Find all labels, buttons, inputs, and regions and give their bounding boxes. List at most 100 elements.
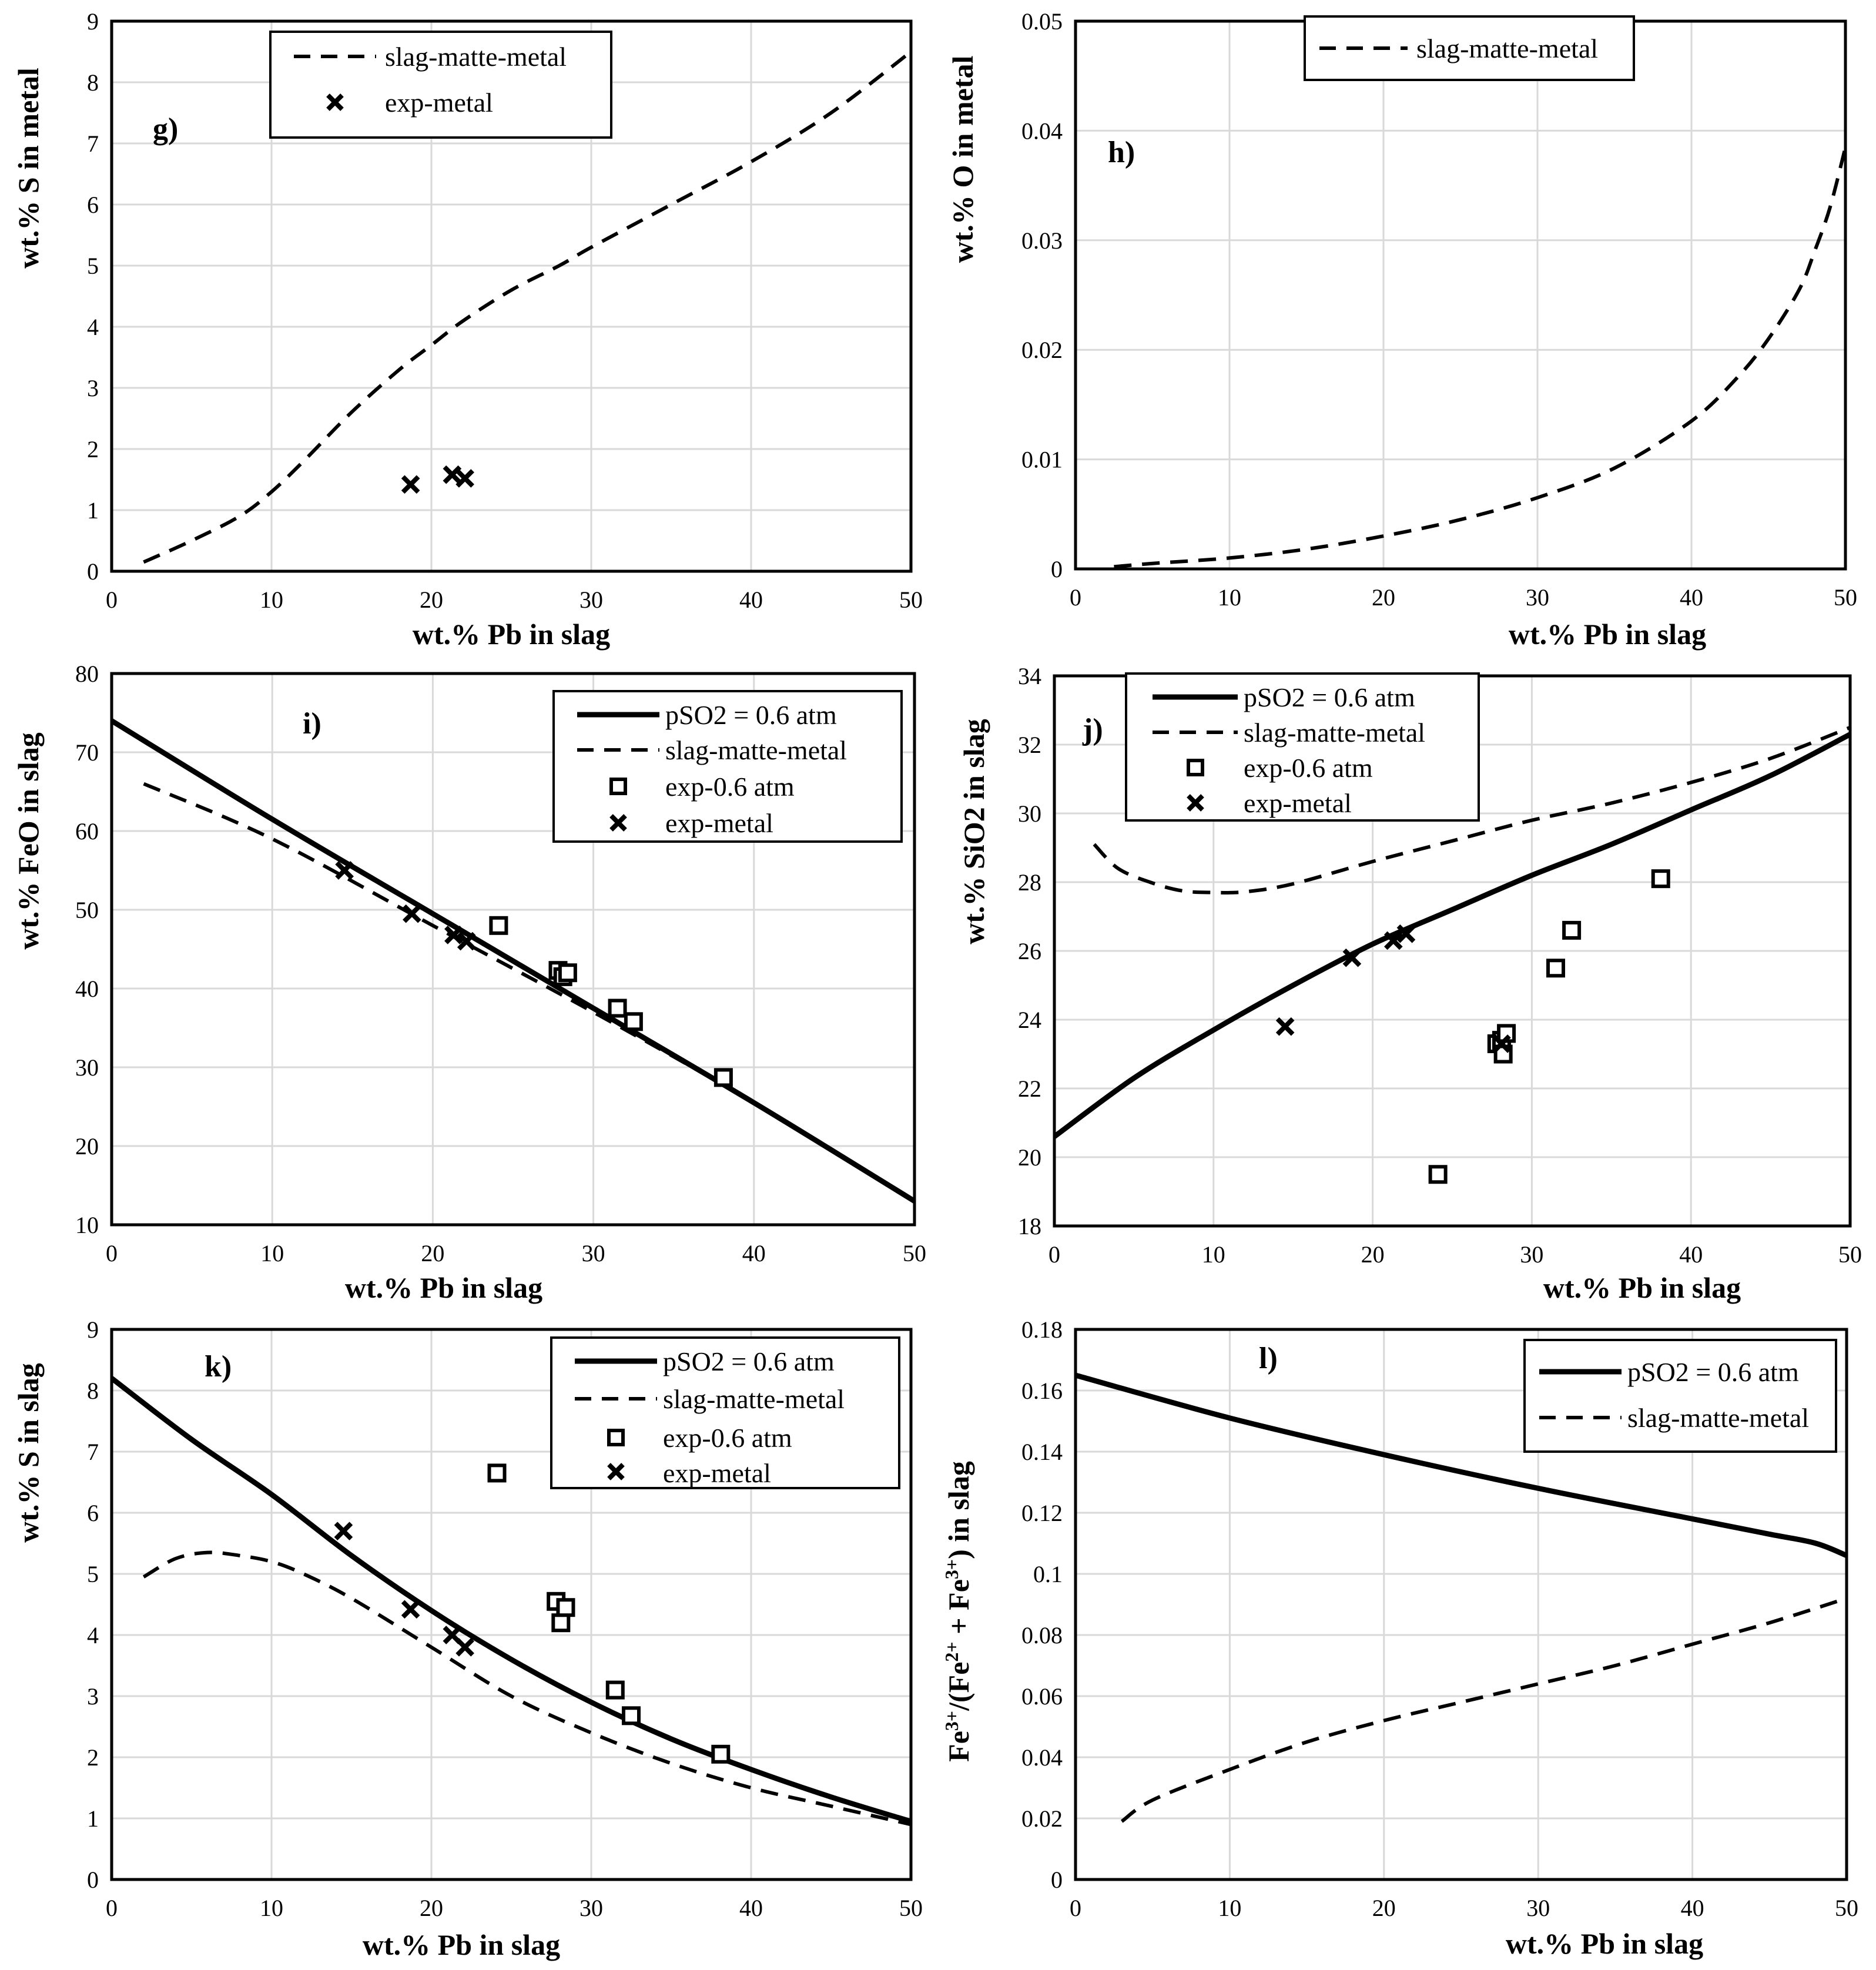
x-tick-label-i-5: 50 <box>903 1240 926 1267</box>
y-tick-label-g-5: 5 <box>87 253 99 279</box>
x-tick-label-l-2: 20 <box>1372 1895 1396 1921</box>
x-tick-label-i-1: 10 <box>260 1240 284 1267</box>
x-tick-label-k-3: 30 <box>579 1895 603 1921</box>
y-tick-label-g-3: 3 <box>87 375 99 401</box>
y-axis-label-j: wt.% SiO2 in slag <box>957 719 990 944</box>
series-h <box>1114 146 1847 569</box>
y-tick-label-k-3: 3 <box>87 1683 99 1710</box>
y-tick-label-j-3: 24 <box>1018 1007 1041 1033</box>
x-tick-label-k-4: 40 <box>739 1895 763 1921</box>
legend-i: pSO2 = 0.6 atm slag-matte-metal exp-0.6 … <box>552 690 903 843</box>
legend-x-marker-k <box>607 1463 625 1480</box>
x-ticks-l: 0 10 20 30 40 50 <box>1070 1895 1858 1921</box>
y-tick-label-k-0: 0 <box>87 1867 99 1893</box>
y-tick-label-k-7: 7 <box>87 1439 99 1465</box>
x-ticks-j: 0 10 20 30 40 50 <box>1048 1241 1862 1268</box>
marker-j-exp-0-6-atm-0 <box>1428 1165 1448 1184</box>
y-tick-label-l-4: 0.08 <box>1021 1622 1063 1649</box>
y-tick-label-h-1: 0.01 <box>1021 447 1063 473</box>
y-tick-label-j-4: 26 <box>1018 938 1041 964</box>
legend-h: slag-matte-metal <box>1304 15 1635 81</box>
y-tick-label-k-4: 4 <box>87 1622 99 1649</box>
panel-label-l: l) <box>1259 1342 1278 1375</box>
legend-label-l-0: pSO2 = 0.6 atm <box>1627 1357 1799 1387</box>
x-tick-label-g-4: 40 <box>739 587 763 613</box>
x-tick-label-l-0: 0 <box>1070 1895 1081 1921</box>
x-tick-label-i-2: 20 <box>421 1240 444 1267</box>
y-tick-label-g-7: 7 <box>87 130 99 157</box>
x-tick-label-k-0: 0 <box>106 1895 118 1921</box>
y-ticks-i: 10 20 30 40 50 60 70 80 <box>75 661 99 1238</box>
legend-label-l-1: slag-matte-metal <box>1627 1403 1809 1433</box>
marker-k-exp-0-6-atm-5 <box>622 1706 641 1726</box>
y-tick-label-k-5: 5 <box>87 1561 99 1587</box>
y-axis-label-k: wt.% S in slag <box>12 1363 45 1543</box>
legend-label-j-1: slag-matte-metal <box>1244 718 1425 748</box>
y-tick-label-k-9: 9 <box>87 1316 99 1343</box>
marker-i-exp-0-6-atm-6 <box>713 1068 733 1087</box>
legend-label-k-1: slag-matte-metal <box>663 1384 845 1414</box>
x-tick-label-j-0: 0 <box>1048 1241 1060 1268</box>
x-tick-label-h-4: 40 <box>1680 584 1703 611</box>
y-tick-label-g-6: 6 <box>87 192 99 218</box>
marker-j-exp-metal-1 <box>1342 948 1362 967</box>
legend-label-i-3: exp-metal <box>665 808 773 838</box>
plot-frame-i <box>110 672 916 1227</box>
legend-square-marker-j <box>1187 759 1204 776</box>
y-tick-label-k-2: 2 <box>87 1744 99 1771</box>
x-tick-label-k-1: 10 <box>260 1895 283 1921</box>
marker-i-exp-metal-0 <box>335 861 354 880</box>
x-tick-label-i-0: 0 <box>106 1240 118 1267</box>
y-tick-label-i-7: 80 <box>75 661 99 687</box>
y-tick-label-k-8: 8 <box>87 1378 99 1404</box>
x-tick-label-i-3: 30 <box>582 1240 605 1267</box>
series-line-j-pso2-0-6-atm <box>1053 732 1852 1139</box>
legend-label-i-1: slag-matte-metal <box>665 735 847 765</box>
marker-j-exp-0-6-atm-5 <box>1546 959 1566 978</box>
x-axis-label-j: wt.% Pb in slag <box>1543 1271 1741 1304</box>
panel-label-k: k) <box>205 1350 232 1383</box>
x-axis-label-l: wt.% Pb in slag <box>1506 1927 1703 1960</box>
y-tick-label-g-1: 1 <box>87 497 99 524</box>
legend-label-j-0: pSO2 = 0.6 atm <box>1244 682 1415 712</box>
x-ticks-k: 0 10 20 30 40 50 <box>106 1895 923 1921</box>
x-axis-label-g: wt.% Pb in slag <box>413 618 610 651</box>
panel-label-i: i) <box>303 707 321 741</box>
y-ticks-j: 18 20 22 24 26 28 30 32 34 <box>1018 663 1041 1239</box>
y-tick-label-l-6: 0.12 <box>1021 1500 1063 1526</box>
y-tick-label-l-3: 0.06 <box>1021 1683 1063 1710</box>
marker-i-exp-metal-1 <box>403 904 421 923</box>
y-tick-label-j-2: 22 <box>1018 1076 1041 1102</box>
marker-i-exp-metal-2 <box>444 926 463 944</box>
y-tick-label-l-7: 0.14 <box>1021 1439 1063 1465</box>
y-tick-label-h-4: 0.04 <box>1021 118 1063 144</box>
marker-i-exp-metal-3 <box>457 932 476 951</box>
marker-j-exp-metal-2 <box>1383 931 1403 950</box>
y-tick-label-i-3: 40 <box>75 976 99 1002</box>
x-ticks-g: 0 10 20 30 40 50 <box>106 587 923 613</box>
y-tick-label-g-0: 0 <box>87 558 99 585</box>
marker-k-exp-0-6-atm-0 <box>487 1463 507 1483</box>
y-tick-label-i-4: 50 <box>75 897 99 923</box>
legend-label-k-0: pSO2 = 0.6 atm <box>663 1346 835 1376</box>
legend-label-j-2: exp-0.6 atm <box>1244 753 1373 783</box>
legend-label-g-1: exp-metal <box>385 88 493 118</box>
x-tick-label-l-5: 50 <box>1835 1895 1858 1921</box>
y-tick-label-l-0: 0 <box>1051 1867 1063 1893</box>
marker-k-exp-metal-3 <box>455 1637 474 1657</box>
y-tick-label-h-3: 0.03 <box>1021 227 1063 254</box>
x-ticks-i: 0 10 20 30 40 50 <box>106 1240 926 1267</box>
series-i <box>110 718 916 1204</box>
x-tick-label-g-5: 50 <box>899 587 923 613</box>
x-tick-label-k-2: 20 <box>420 1895 443 1921</box>
y-tick-label-h-2: 0.02 <box>1021 337 1063 363</box>
series-line-i-slag-matte-metal <box>143 782 916 1203</box>
legend-g: slag-matte-metal exp-metal <box>269 31 612 139</box>
legend-box-g <box>269 31 612 139</box>
y-tick-label-g-2: 2 <box>87 436 99 463</box>
legend-square-marker-k <box>607 1429 625 1446</box>
x-tick-label-h-1: 10 <box>1218 584 1241 611</box>
x-tick-label-j-4: 40 <box>1679 1241 1703 1268</box>
panel-j: 18 20 22 24 26 28 30 32 34 0 10 20 30 40 50 j) wt.% P… <box>957 663 1862 1304</box>
